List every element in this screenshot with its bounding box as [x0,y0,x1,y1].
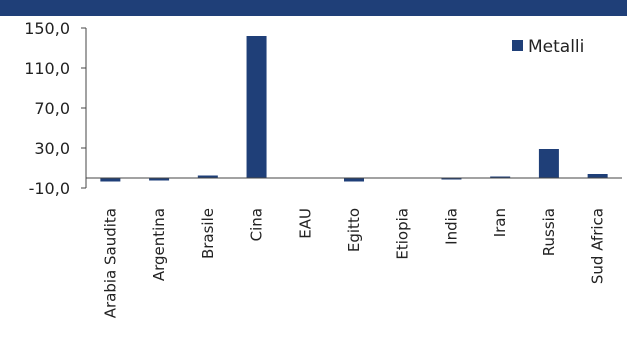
x-category-label: Arabia Saudita [101,208,119,318]
bar [490,176,511,178]
bar [197,175,218,178]
x-category-label: Iran [491,208,509,237]
y-axis: 150,0 110,0 70,0 30,0 -10,0 [24,19,87,198]
bar [441,178,462,180]
x-category-label: Sud Africa [589,208,607,284]
x-category-label: Cina [248,208,266,241]
x-category-label: Brasile [199,208,217,259]
legend: Metalli [512,37,584,57]
header-band [0,0,627,16]
y-tick-label: 70,0 [34,99,70,118]
bar [587,174,608,178]
x-category-label: Egitto [345,208,363,252]
y-tick-label: 30,0 [34,139,70,158]
x-axis: Arabia Saudita Argentina Brasile Cina EAU Egi… [86,177,622,318]
bar [100,178,121,182]
legend-label: Metalli [528,37,584,57]
y-tick-label: -10,0 [29,179,70,198]
bar [538,149,559,178]
bar [246,36,267,178]
x-category-label: EAU [296,208,314,239]
x-category-label: India [442,208,460,245]
y-tick-label: 150,0 [24,19,70,38]
x-category-label: Russia [540,208,558,256]
x-category-label: Argentina [150,208,168,281]
y-tick-label: 110,0 [24,59,70,78]
x-category-label: Etiopia [394,208,412,260]
bar [149,178,170,181]
legend-swatch [512,40,523,51]
bar [344,178,364,182]
bars [100,36,608,182]
